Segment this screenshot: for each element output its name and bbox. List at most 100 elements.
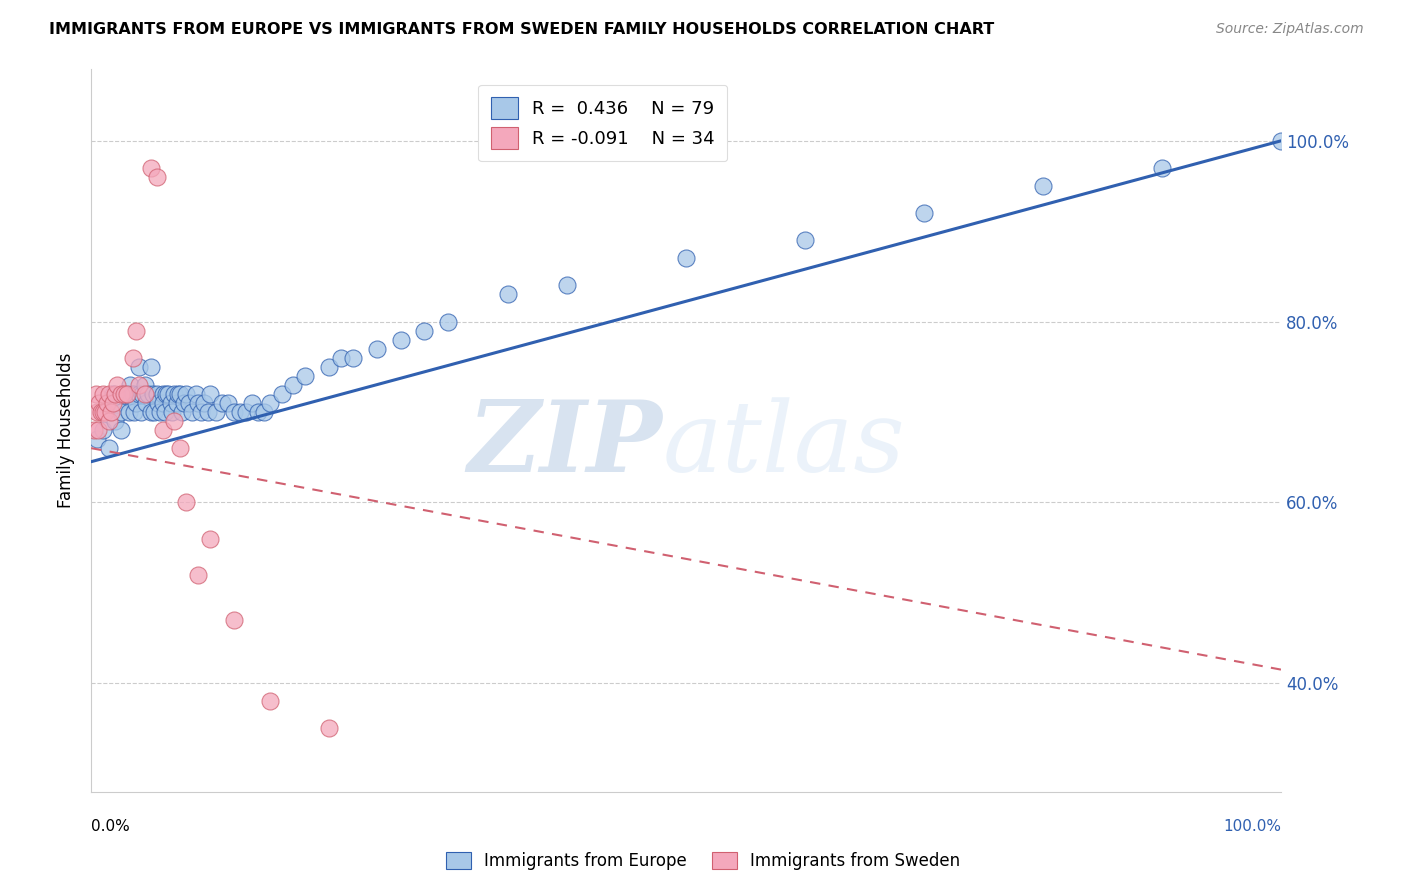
Text: atlas: atlas <box>662 397 905 492</box>
Point <box>87 423 110 437</box>
Point <box>135 396 157 410</box>
Point <box>91 405 114 419</box>
Point <box>389 333 412 347</box>
Point <box>170 405 193 419</box>
Point <box>129 405 152 419</box>
Point <box>163 387 186 401</box>
Point <box>157 387 180 401</box>
Point <box>193 396 215 410</box>
Point <box>259 396 281 410</box>
Point <box>128 377 150 392</box>
Point <box>155 387 177 401</box>
Point <box>187 567 209 582</box>
Point <box>413 324 436 338</box>
Point <box>912 206 935 220</box>
Point <box>246 405 269 419</box>
Point <box>675 252 697 266</box>
Point <box>128 387 150 401</box>
Point <box>101 387 124 401</box>
Point <box>134 377 156 392</box>
Point <box>240 396 263 410</box>
Point <box>105 377 128 392</box>
Point <box>84 387 107 401</box>
Point <box>101 396 124 410</box>
Point <box>496 287 519 301</box>
Point <box>121 387 143 401</box>
Point <box>115 387 138 401</box>
Point <box>142 387 165 401</box>
Point <box>283 377 305 392</box>
Point <box>146 396 169 410</box>
Point <box>198 532 221 546</box>
Point <box>152 387 174 401</box>
Point <box>173 396 195 410</box>
Point <box>134 387 156 401</box>
Point <box>342 351 364 365</box>
Point <box>96 396 118 410</box>
Point <box>190 405 212 419</box>
Point <box>114 387 136 401</box>
Point <box>270 387 292 401</box>
Point <box>143 405 166 419</box>
Point <box>318 722 340 736</box>
Point <box>555 278 578 293</box>
Point <box>1270 134 1292 148</box>
Point <box>259 694 281 708</box>
Point <box>139 161 162 175</box>
Point <box>114 387 136 401</box>
Point <box>153 405 176 419</box>
Point <box>120 377 142 392</box>
Point <box>176 495 198 509</box>
Point <box>222 613 245 627</box>
Point <box>366 342 388 356</box>
Point <box>217 396 239 410</box>
Point <box>167 387 190 401</box>
Point <box>91 387 114 401</box>
Text: ZIP: ZIP <box>467 396 662 492</box>
Point <box>169 387 191 401</box>
Point <box>794 233 817 247</box>
Point <box>110 423 132 437</box>
Point <box>235 405 257 419</box>
Point <box>125 396 148 410</box>
Text: 100.0%: 100.0% <box>1223 820 1281 834</box>
Point <box>160 396 183 410</box>
Point <box>139 359 162 374</box>
Point <box>125 324 148 338</box>
Point <box>131 387 153 401</box>
Point <box>181 405 204 419</box>
Point <box>104 387 127 401</box>
Point <box>205 405 228 419</box>
Point <box>330 351 353 365</box>
Point <box>118 405 141 419</box>
Point <box>318 359 340 374</box>
Point <box>98 441 121 455</box>
Point <box>145 387 167 401</box>
Point <box>139 405 162 419</box>
Point <box>90 405 112 419</box>
Point <box>104 414 127 428</box>
Legend: R =  0.436    N = 79, R = -0.091    N = 34: R = 0.436 N = 79, R = -0.091 N = 34 <box>478 85 727 161</box>
Point <box>166 396 188 410</box>
Point <box>437 315 460 329</box>
Point <box>98 414 121 428</box>
Point <box>98 387 121 401</box>
Point <box>83 423 105 437</box>
Point <box>197 405 219 419</box>
Point <box>177 396 200 410</box>
Point <box>115 387 138 401</box>
Point <box>160 405 183 419</box>
Legend: Immigrants from Europe, Immigrants from Sweden: Immigrants from Europe, Immigrants from … <box>439 845 967 877</box>
Point <box>163 414 186 428</box>
Point <box>169 441 191 455</box>
Point <box>1150 161 1173 175</box>
Point <box>100 405 122 419</box>
Point <box>91 423 114 437</box>
Point <box>1032 179 1054 194</box>
Point <box>253 405 276 419</box>
Point <box>86 432 108 446</box>
Point <box>294 368 316 383</box>
Point <box>122 405 145 419</box>
Point <box>152 396 174 410</box>
Y-axis label: Family Households: Family Households <box>58 352 75 508</box>
